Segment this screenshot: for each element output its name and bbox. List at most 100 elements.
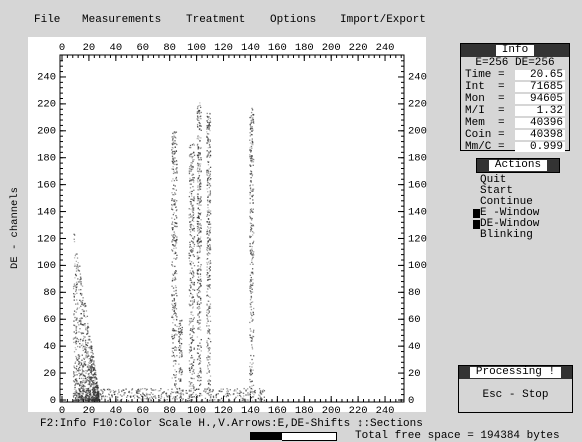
menu-item[interactable]: Options	[270, 14, 317, 26]
density-dot	[190, 250, 192, 253]
density-dot	[127, 399, 130, 402]
density-dot	[80, 300, 82, 303]
density-dot	[106, 396, 108, 398]
density-dot	[200, 137, 202, 139]
action-item[interactable]: Quit	[472, 175, 564, 186]
stop-button[interactable]: Esc - Stop	[482, 389, 549, 401]
density-dot	[174, 157, 176, 159]
density-dot	[96, 388, 98, 390]
density-dot	[84, 325, 86, 327]
density-dot	[206, 170, 208, 172]
density-dot	[79, 340, 82, 342]
density-dot	[206, 287, 209, 290]
action-item[interactable]: Start	[472, 186, 564, 197]
menu-item[interactable]: File	[34, 14, 61, 26]
density-dot	[198, 328, 200, 330]
density-dot	[200, 204, 202, 206]
density-dot	[190, 377, 192, 379]
density-dot	[91, 396, 93, 399]
density-dot	[250, 297, 252, 299]
density-dot	[171, 136, 173, 138]
x-tick-label-top: 200	[322, 42, 341, 54]
menu-item[interactable]: Import/Export	[340, 14, 426, 26]
density-dot	[95, 372, 97, 374]
density-dot	[251, 109, 254, 111]
density-dot	[178, 346, 180, 349]
density-dot	[158, 396, 160, 398]
density-dot	[171, 293, 173, 296]
density-dot	[94, 389, 96, 391]
density-dot	[83, 364, 85, 366]
density-dot	[208, 329, 211, 331]
density-dot	[94, 369, 96, 371]
density-dot	[200, 369, 202, 371]
density-dot	[84, 336, 86, 338]
menu-item[interactable]: Treatment	[186, 14, 246, 26]
density-dot	[90, 368, 93, 370]
density-dot	[198, 231, 201, 233]
menu-item[interactable]: Measurements	[82, 14, 162, 26]
density-dot	[197, 373, 200, 375]
density-dot	[211, 390, 213, 393]
density-dot	[175, 240, 178, 242]
density-dot	[249, 222, 252, 224]
density-dot	[198, 163, 200, 165]
density-dot	[251, 320, 253, 322]
density-dot	[87, 342, 89, 344]
density-dot	[188, 303, 190, 305]
density-dot	[197, 321, 199, 324]
density-dot	[174, 374, 177, 377]
density-dot	[174, 185, 176, 187]
density-dot	[87, 330, 89, 332]
density-dot	[84, 396, 87, 398]
density-dot	[89, 392, 91, 395]
density-dot	[165, 394, 168, 396]
density-dot	[251, 140, 253, 142]
density-dot	[252, 362, 254, 364]
density-dot	[87, 326, 90, 329]
density-dot	[198, 375, 200, 377]
action-item[interactable]: E -Window	[472, 208, 564, 219]
density-dot	[193, 197, 195, 199]
density-dot	[243, 395, 245, 397]
density-dot	[198, 152, 200, 154]
density-dot	[250, 306, 252, 308]
density-dot	[207, 316, 209, 318]
density-dot	[196, 396, 199, 398]
density-dot	[79, 394, 81, 396]
density-dot	[76, 283, 78, 285]
density-dot	[91, 376, 93, 379]
density-dot	[172, 322, 174, 324]
density-dot	[173, 271, 176, 273]
density-dot	[172, 188, 174, 190]
density-dot	[207, 359, 209, 361]
density-dot	[83, 389, 85, 391]
density-dot	[173, 204, 176, 206]
density-dot	[92, 381, 94, 383]
density-dot	[208, 248, 210, 250]
density-dot	[244, 398, 246, 400]
density-dot	[191, 377, 193, 380]
density-dot	[189, 183, 191, 185]
density-dot	[77, 399, 79, 402]
action-item[interactable]: DE-Window	[472, 219, 564, 230]
density-dot	[96, 378, 98, 380]
density-dot	[82, 399, 84, 401]
density-dot	[208, 325, 210, 327]
density-dot	[196, 200, 199, 202]
density-dot	[189, 279, 191, 281]
density-dot	[197, 156, 199, 158]
density-dot	[189, 249, 192, 252]
density-dot	[207, 344, 209, 347]
density-dot	[209, 211, 211, 214]
action-item[interactable]: Continue	[472, 197, 564, 208]
density-dot	[176, 225, 178, 228]
x-tick-label-bottom: 20	[83, 405, 96, 417]
density-dot	[94, 387, 96, 389]
density-dot	[172, 391, 174, 394]
density-dot	[180, 350, 183, 352]
density-dot	[251, 288, 253, 290]
density-dot	[85, 390, 87, 392]
density-dot	[192, 211, 194, 214]
action-item[interactable]: Blinking	[472, 230, 564, 241]
